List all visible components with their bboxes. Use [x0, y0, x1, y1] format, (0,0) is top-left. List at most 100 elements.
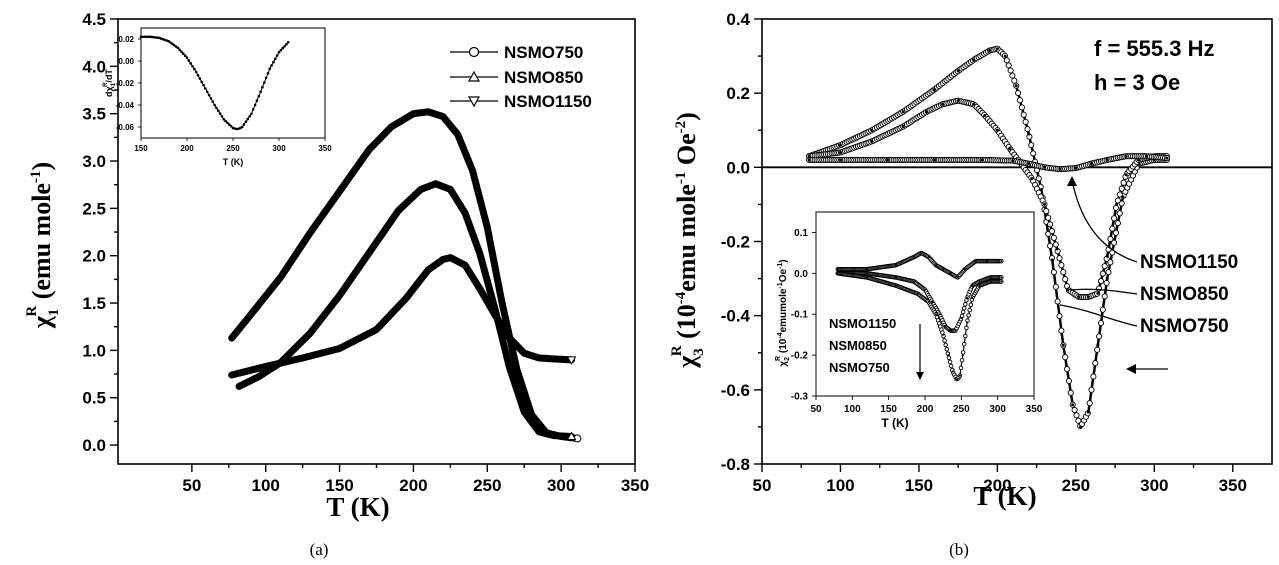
- panel-b-label: (b): [949, 540, 969, 559]
- series-nsmo1150-datapoint: [1011, 159, 1015, 163]
- series-nsm0850-datapoint: [960, 317, 963, 320]
- panel-a-ytick-label: 1.0: [82, 341, 106, 360]
- series-nsmo1150-datapoint: [942, 268, 945, 271]
- series-nsmo750-point: [1047, 242, 1054, 249]
- series-nsmo1150-datapoint: [964, 268, 966, 271]
- series-nsmo750-point: [1099, 306, 1106, 313]
- series-nsmo850-datapoint: [972, 102, 976, 106]
- panel-b-ytick-label: 0.2: [726, 84, 750, 103]
- series-nsm0850-datapoint: [971, 284, 974, 287]
- series-nsmo750-datapoint: [425, 109, 431, 115]
- series-nsmo1150-datapoint: [985, 260, 988, 263]
- series-nsmo750-point: [959, 357, 965, 363]
- annotation-frequency: f = 555.3 Hz: [1094, 36, 1214, 61]
- series-nsmo750-datapoint: [870, 128, 874, 132]
- series-nsmo850-datapoint: [1055, 247, 1059, 251]
- panel-b-inset-xtick-label: 50: [810, 404, 822, 415]
- series-end-triangle-up-icon: [566, 431, 577, 441]
- series-nsmo750-datapoint: [307, 230, 313, 236]
- inset-label-nsmo750: NSMO750: [829, 360, 890, 375]
- series-nsmo1150-datapoint: [492, 311, 498, 317]
- series-nsmo1150-datapoint: [337, 346, 343, 351]
- series-nsmo850-datapoint: [1105, 254, 1109, 258]
- series-nsm0850-datapoint: [938, 313, 941, 316]
- panel-a-inset-ticks: 150 200 250 300 350 -0.06 -0.04 -0.02 0.00 0.02: [116, 35, 332, 153]
- series-nsmo850-datapoint: [396, 207, 402, 213]
- series-nsmo850-datapoint: [901, 125, 905, 128]
- series-nsmo750-datapoint: [995, 47, 999, 51]
- series-nsmo750-datapoint: [961, 354, 964, 357]
- series-nsm0850-datapoint: [944, 325, 947, 328]
- series-nsmo750-point: [1105, 269, 1112, 276]
- panel-b-ytick-label: -0.6: [721, 381, 750, 400]
- series-nsmo750-datapoint: [894, 284, 897, 287]
- series-nsmo1150-datapoint: [536, 355, 542, 361]
- series-nsmo750-datapoint: [966, 321, 969, 324]
- series-nsmo1150-datapoint: [440, 257, 446, 262]
- series-nsmo1150-datapoint: [974, 260, 977, 263]
- series-nsmo850-datapoint: [870, 139, 874, 143]
- panel-b-inset-xtick-label: 300: [989, 404, 1006, 415]
- arrowhead-nsmo750-icon: [1126, 364, 1136, 374]
- series-end-triangle-down-icon: [566, 356, 577, 365]
- series-nsmo850-datapoint: [418, 186, 424, 192]
- panel-a-xtick-label: 100: [252, 476, 280, 495]
- leader-arrow-nsmo1150-icon: [1071, 179, 1138, 263]
- series-nsm0850-datapoint: [978, 280, 981, 283]
- series-nsmo750-datapoint: [440, 114, 446, 119]
- series-nsmo750-datapoint: [934, 313, 937, 316]
- legend-marker-triangle-up-icon: [467, 70, 481, 82]
- panel-a-xtick-label: 150: [325, 476, 353, 495]
- panel-b-inset-ylabel: χ2R (10-4emumole-1Oe-1): [775, 259, 791, 366]
- series-nsm0850-point: [963, 302, 968, 307]
- series-nsm0850-datapoint: [913, 280, 916, 283]
- inset-label-nsmo1150: NSMO1150: [829, 316, 896, 331]
- panel-a-ytick-label: 2.5: [82, 199, 106, 218]
- annotation-field: h = 3 Oe: [1094, 70, 1180, 95]
- series-nsm0850-datapoint: [865, 272, 868, 275]
- series-nsmo850-point: [1047, 221, 1054, 228]
- series-nsmo750-datapoint: [1105, 277, 1109, 281]
- series-nsmo850-datapoint: [1077, 295, 1081, 299]
- panel-a-inset-xtick-label: 200: [180, 144, 194, 153]
- series-nsmo850-datapoint: [307, 330, 313, 336]
- series-nsmo750-point: [944, 347, 950, 352]
- series-nsmo750-datapoint: [1071, 403, 1075, 407]
- leader-line-nsmo850-icon: [1069, 288, 1138, 295]
- arrowhead-nsmo1150-icon: [1067, 176, 1077, 186]
- series-nsmo750-point: [1003, 57, 1010, 64]
- series-nsmo850-datapoint: [941, 102, 944, 106]
- panel-b-xtick-label: 250: [1062, 476, 1090, 495]
- panel-b-ytick-label: -0.8: [721, 455, 750, 474]
- panel-b-inset-series: [835, 250, 1004, 382]
- series-nsm0850-point: [961, 305, 967, 311]
- series-nsmo750-datapoint: [410, 111, 416, 117]
- series-nsmo750-point: [1096, 333, 1103, 340]
- series-nsmo850-point: [1060, 269, 1067, 276]
- series-nsmo1150-datapoint: [949, 272, 952, 275]
- panel-b-inset-ytick-label: -0.3: [791, 392, 809, 403]
- series-nsmo1150-datapoint: [807, 158, 811, 162]
- panel-a-inset: 150 200 250 300 350 -0.06 -0.04 -0.02 0.00 0.02 T…: [103, 27, 332, 167]
- panel-b-xlabel: T (K): [973, 481, 1036, 511]
- series-nsmo750-point: [1101, 293, 1108, 300]
- panel-a-ytick-label: 4.5: [82, 10, 106, 29]
- series-nsmo750-datapoint: [1079, 425, 1083, 429]
- series-nsmo750-point: [1092, 360, 1099, 367]
- series-nsmo750-datapoint: [278, 275, 283, 280]
- panel-a-inset-ytick-label: -0.04: [116, 101, 135, 110]
- series-nsmo750-point: [1114, 220, 1121, 227]
- series-nsmo750-datapoint: [229, 335, 235, 341]
- panel-b-xtick-label: 100: [826, 476, 854, 495]
- legend-marker-circle-icon: [468, 46, 480, 58]
- series-nsm0850-datapoint: [931, 301, 934, 303]
- series-nsmo850-datapoint: [1043, 202, 1046, 206]
- series-nsmo750-point: [1103, 279, 1110, 287]
- series-nsmo1150-datapoint: [865, 268, 868, 271]
- series-nsmo850-datapoint: [366, 250, 372, 256]
- series-nsmo1150-datapoint: [894, 264, 897, 267]
- series-nsmo850-datapoint: [956, 99, 960, 103]
- panel-b-xtick-label: 350: [1219, 476, 1247, 495]
- series-nsmo850-point: [1111, 215, 1118, 222]
- series-nsmo750-point: [1090, 373, 1097, 380]
